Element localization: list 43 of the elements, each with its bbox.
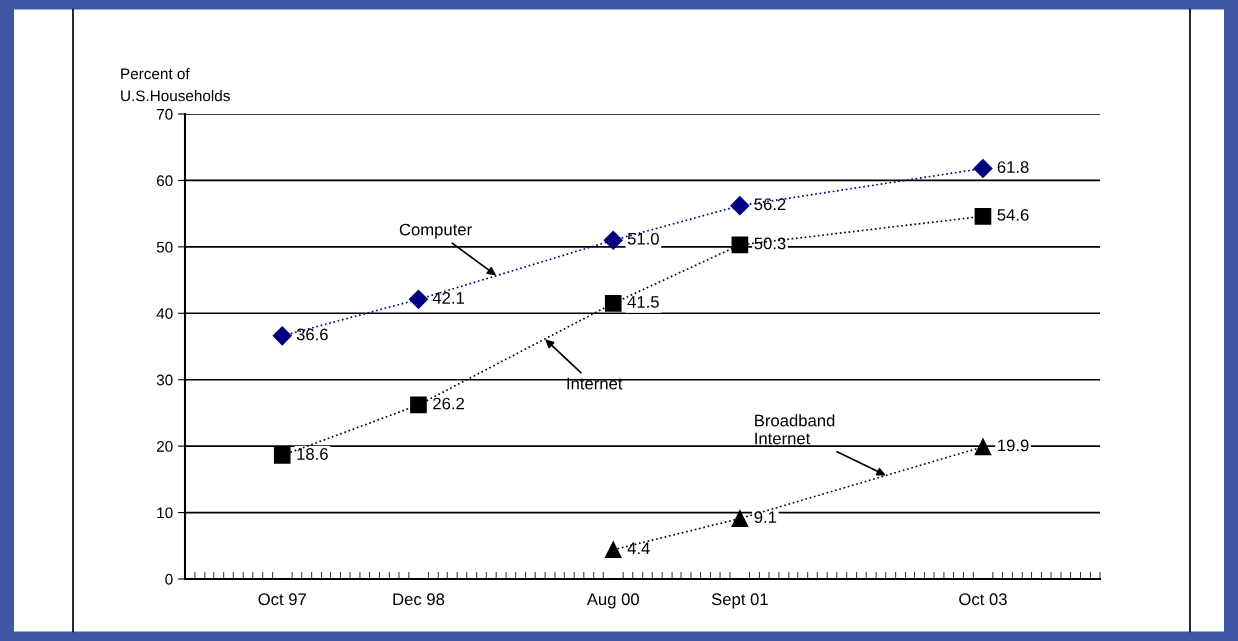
point xyxy=(974,207,992,225)
data-label: 26.2 xyxy=(433,397,464,410)
data-label: 51.0 xyxy=(627,232,659,245)
point xyxy=(973,158,993,179)
data-label: 19.9 xyxy=(998,439,1029,452)
data-label: 42.1 xyxy=(432,292,464,304)
y-tick-label: 20 xyxy=(156,441,173,452)
annotation: Internet xyxy=(567,377,623,390)
point xyxy=(604,541,622,559)
data-label: 54.6 xyxy=(997,208,1029,221)
point xyxy=(731,510,749,527)
data-label: 18.6 xyxy=(297,448,328,460)
point xyxy=(410,396,427,414)
data-label: 41.5 xyxy=(627,296,659,308)
y-tick-label: 70 xyxy=(156,108,173,120)
x-tick-label: Oct 03 xyxy=(959,593,1007,606)
annotation: Computer xyxy=(399,223,472,239)
x-tick-label: Oct 97 xyxy=(258,593,306,606)
data-label: 9.1 xyxy=(754,511,777,524)
x-tick-label: Dec 98 xyxy=(393,593,445,606)
point xyxy=(730,196,750,216)
data-label: 4.4 xyxy=(627,542,650,555)
y-tick-label: 50 xyxy=(156,241,173,253)
point xyxy=(974,438,992,456)
point xyxy=(603,230,623,250)
y-tick-label: 30 xyxy=(156,374,173,386)
data-label: 36.6 xyxy=(296,328,328,341)
point xyxy=(272,326,292,346)
x-tick-label: Sept 01 xyxy=(711,593,768,609)
y-tick-label: 60 xyxy=(156,175,173,187)
y-axis-title: Percent of U.S.Households xyxy=(121,68,230,102)
point xyxy=(604,294,622,312)
point xyxy=(273,447,291,464)
data-label: 50.3 xyxy=(754,237,786,250)
data-label: 61.8 xyxy=(997,161,1029,173)
y-tick-label: 0 xyxy=(165,573,173,585)
point xyxy=(408,289,429,309)
data-label: 56.2 xyxy=(754,198,786,211)
x-tick-label: Aug 00 xyxy=(586,593,639,609)
y-tick-label: 10 xyxy=(157,507,173,519)
point xyxy=(731,236,749,254)
annotation: Broadband Internet xyxy=(755,414,835,445)
y-tick-label: 40 xyxy=(156,308,173,319)
